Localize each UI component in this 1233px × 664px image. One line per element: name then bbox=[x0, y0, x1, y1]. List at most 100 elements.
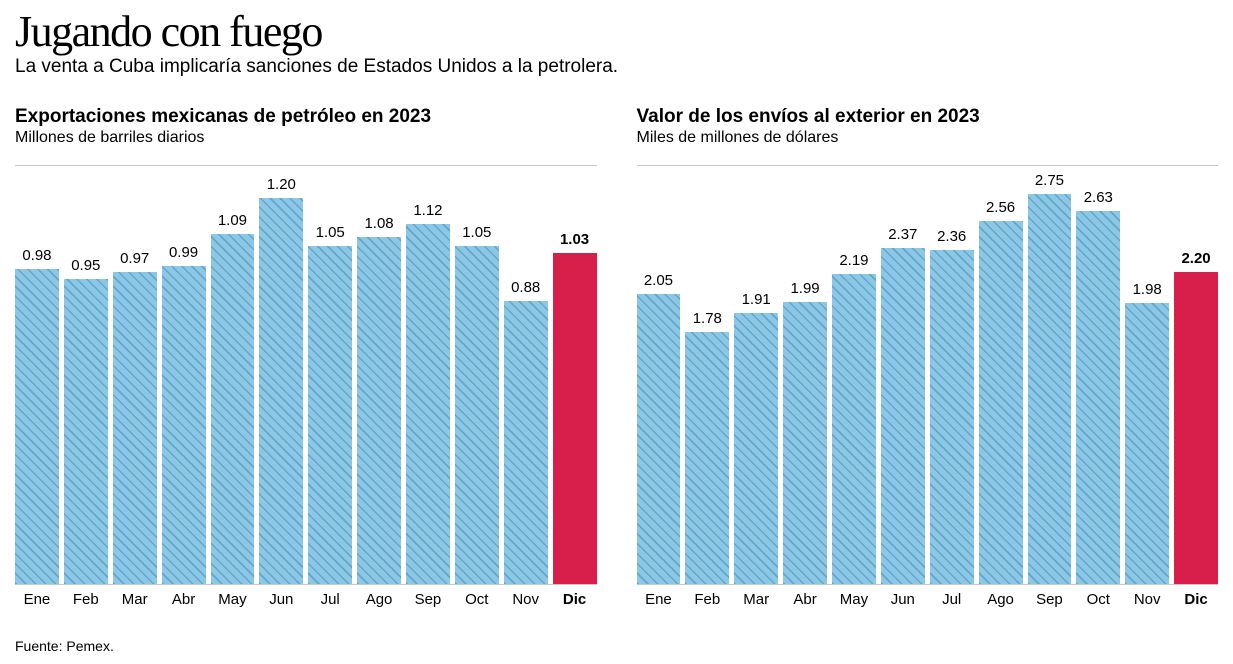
bar-value-label: 1.12 bbox=[406, 202, 450, 219]
bar: 0.97 bbox=[113, 272, 157, 584]
bar: 2.37 bbox=[881, 248, 925, 584]
x-axis-label: Oct bbox=[455, 591, 499, 608]
bar: 1.99 bbox=[783, 302, 827, 584]
page-subtitle: La venta a Cuba implicaría sanciones de … bbox=[15, 56, 1218, 78]
bar: 2.63 bbox=[1076, 211, 1120, 584]
x-axis-label: Jun bbox=[259, 591, 303, 608]
bar-value-label: 0.98 bbox=[15, 247, 59, 264]
x-axis-label: Ene bbox=[15, 591, 59, 608]
x-axis-label: Mar bbox=[113, 591, 157, 608]
bar-value-label: 2.56 bbox=[979, 199, 1023, 216]
x-axis-label: Mar bbox=[734, 591, 778, 608]
bar: 0.95 bbox=[64, 279, 108, 584]
x-axis-label: Ago bbox=[979, 591, 1023, 608]
bar: 1.08 bbox=[357, 237, 401, 584]
bar-slot: 1.98 bbox=[1125, 166, 1169, 584]
bar-slot: 0.95 bbox=[64, 166, 108, 584]
bar-value-label: 2.20 bbox=[1174, 250, 1218, 267]
bar-slot: 2.20 bbox=[1174, 166, 1218, 584]
x-axis-label: Dic bbox=[553, 591, 597, 608]
x-axis-label: May bbox=[832, 591, 876, 608]
bar-slot: 2.37 bbox=[881, 166, 925, 584]
x-axis-label: Nov bbox=[1125, 591, 1169, 608]
x-axis-label: May bbox=[211, 591, 255, 608]
x-axis-label: Jun bbox=[881, 591, 925, 608]
bar: 2.36 bbox=[930, 250, 974, 584]
bar: 0.99 bbox=[162, 266, 206, 584]
bar-slot: 0.98 bbox=[15, 166, 59, 584]
bar-value-label: 1.08 bbox=[357, 215, 401, 232]
bar-value-label: 0.99 bbox=[162, 244, 206, 261]
bar-value-label: 1.05 bbox=[308, 224, 352, 241]
bar-value-label: 1.98 bbox=[1125, 281, 1169, 298]
x-axis-label: Abr bbox=[783, 591, 827, 608]
bar-slot: 2.75 bbox=[1028, 166, 1072, 584]
bar-slot: 1.05 bbox=[308, 166, 352, 584]
bar-slot: 2.19 bbox=[832, 166, 876, 584]
chart-value-xaxis: EneFebMarAbrMayJunJulAgoSepOctNovDic bbox=[637, 591, 1219, 608]
bar-value-label: 2.36 bbox=[930, 228, 974, 245]
bar: 2.05 bbox=[637, 294, 681, 584]
chart-exports-title: Exportaciones mexicanas de petróleo en 2… bbox=[15, 106, 597, 128]
chart-exports-plot: 0.980.950.970.991.091.201.051.081.121.05… bbox=[15, 165, 597, 585]
bar-slot: 0.99 bbox=[162, 166, 206, 584]
bar-value-label: 0.88 bbox=[504, 279, 548, 296]
bar-value-label: 2.19 bbox=[832, 252, 876, 269]
bar-slot: 2.05 bbox=[637, 166, 681, 584]
x-axis-label: Sep bbox=[406, 591, 450, 608]
chart-value-subtitle: Miles de millones de dólares bbox=[637, 129, 1219, 147]
bar-value-label: 1.20 bbox=[259, 176, 303, 193]
bar-slot: 1.09 bbox=[211, 166, 255, 584]
bar-slot: 1.08 bbox=[357, 166, 401, 584]
bar-slot: 1.05 bbox=[455, 166, 499, 584]
x-axis-label: Nov bbox=[504, 591, 548, 608]
x-axis-label: Abr bbox=[162, 591, 206, 608]
bar-slot: 1.99 bbox=[783, 166, 827, 584]
bar-value-label: 1.03 bbox=[553, 231, 597, 248]
bar: 1.05 bbox=[308, 246, 352, 584]
bar: 0.88 bbox=[504, 301, 548, 584]
chart-exports-subtitle: Millones de barriles diarios bbox=[15, 129, 597, 147]
x-axis-label: Jul bbox=[930, 591, 974, 608]
bar-slot: 1.12 bbox=[406, 166, 450, 584]
x-axis-label: Ene bbox=[637, 591, 681, 608]
chart-value-plot: 2.051.781.911.992.192.372.362.562.752.63… bbox=[637, 165, 1219, 585]
bar-slot: 1.20 bbox=[259, 166, 303, 584]
bar-value-label: 0.97 bbox=[113, 250, 157, 267]
bar-value-label: 1.05 bbox=[455, 224, 499, 241]
bar-value-label: 2.37 bbox=[881, 226, 925, 243]
bar-slot: 2.36 bbox=[930, 166, 974, 584]
bar: 1.09 bbox=[211, 234, 255, 584]
bar-slot: 1.03 bbox=[553, 166, 597, 584]
bar: 2.56 bbox=[979, 221, 1023, 584]
bar-highlight: 2.20 bbox=[1174, 272, 1218, 584]
bar-slot: 1.91 bbox=[734, 166, 778, 584]
bar-value-label: 2.63 bbox=[1076, 189, 1120, 206]
bar: 1.05 bbox=[455, 246, 499, 584]
bar: 1.98 bbox=[1125, 303, 1169, 584]
bar-value-label: 1.78 bbox=[685, 310, 729, 327]
bar: 1.78 bbox=[685, 332, 729, 584]
bar-slot: 2.56 bbox=[979, 166, 1023, 584]
bar: 1.20 bbox=[259, 198, 303, 584]
source-note: Fuente: Pemex. bbox=[15, 638, 1218, 654]
bar-slot: 0.97 bbox=[113, 166, 157, 584]
x-axis-label: Sep bbox=[1028, 591, 1072, 608]
chart-value-title: Valor de los envíos al exterior en 2023 bbox=[637, 106, 1219, 128]
page-title: Jugando con fuego bbox=[15, 10, 1218, 54]
bar-value-label: 1.91 bbox=[734, 291, 778, 308]
chart-exports-xaxis: Ene Feb Mar Abr MayJun Jul Ago Sep Oct Nov Dic bbox=[15, 591, 597, 608]
x-axis-label: Feb bbox=[64, 591, 108, 608]
bar-value-label: 1.09 bbox=[211, 212, 255, 229]
x-axis-label: Ago bbox=[357, 591, 401, 608]
bar-slot: 0.88 bbox=[504, 166, 548, 584]
x-axis-label: Oct bbox=[1076, 591, 1120, 608]
bar: 1.12 bbox=[406, 224, 450, 584]
x-axis-label: Jul bbox=[308, 591, 352, 608]
bar-slot: 1.78 bbox=[685, 166, 729, 584]
bar: 2.75 bbox=[1028, 194, 1072, 584]
bar: 0.98 bbox=[15, 269, 59, 584]
bar-highlight: 1.03 bbox=[553, 253, 597, 584]
bar-value-label: 2.05 bbox=[637, 272, 681, 289]
bar-slot: 2.63 bbox=[1076, 166, 1120, 584]
